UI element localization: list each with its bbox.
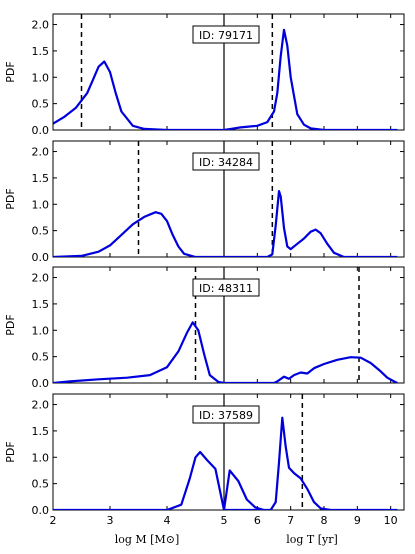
y-tick-label: 1.5 xyxy=(32,172,50,185)
id-label: ID: 34284 xyxy=(192,152,260,171)
y-tick-label: 0.0 xyxy=(32,377,50,390)
y-tick-label: 0.0 xyxy=(32,124,50,137)
age-pdf-curve xyxy=(224,416,398,510)
id-label: ID: 37589 xyxy=(192,405,260,424)
x-tick-label-mass: 4 xyxy=(164,514,171,527)
x-tick-label-age: 5 xyxy=(221,514,228,527)
x-tick-label-age: 8 xyxy=(321,514,328,527)
mass-pdf-curve xyxy=(53,211,224,257)
id-label-box xyxy=(192,152,260,171)
id-label-text: ID: 79171 xyxy=(199,29,253,42)
mass-pdf-curve xyxy=(53,450,265,510)
y-tick-label: 0.0 xyxy=(32,504,50,517)
id-label: ID: 48311 xyxy=(192,278,260,297)
panel-4: 0.0 0.5 1.0 1.5 2.0 PDF ID: 37589 xyxy=(4,393,405,517)
y-tick-label: 2.0 xyxy=(32,146,50,159)
age-pdf-curve xyxy=(224,356,398,383)
y-tick-label: 0.0 xyxy=(32,251,50,264)
panel-2: 0.0 0.5 1.0 1.5 2.0 PDF ID: 34284 xyxy=(4,140,405,264)
y-axis-label: PDF xyxy=(4,441,17,462)
y-axis-label: PDF xyxy=(4,314,17,335)
age-pdf-curve xyxy=(224,190,398,257)
x-tick-label-age: 9 xyxy=(354,514,361,527)
y-tick-label: 1.0 xyxy=(32,451,50,464)
y-tick-label: 1.5 xyxy=(32,425,50,438)
y-tick-label: 0.5 xyxy=(32,225,50,238)
x-tick-label-age: 10 xyxy=(384,514,398,527)
id-label-text: ID: 34284 xyxy=(199,156,253,169)
id-label-text: ID: 48311 xyxy=(199,282,253,295)
y-tick-label: 1.5 xyxy=(32,298,50,311)
x-tick-label-mass: 2 xyxy=(50,514,57,527)
x-tick-label-age: 7 xyxy=(287,514,294,527)
y-tick-label: 0.5 xyxy=(32,478,50,491)
y-axis-label: PDF xyxy=(4,188,17,209)
id-label-box xyxy=(192,25,260,44)
right-x-axis-label: log T [yr] xyxy=(286,533,338,546)
x-tick-label-age: 6 xyxy=(254,514,261,527)
age-pdf-curve xyxy=(223,28,398,130)
panel-1: 0.0 0.5 1.0 1.5 2.0 PDF ID: 79171 xyxy=(4,13,405,137)
y-tick-label: 2.0 xyxy=(32,399,50,412)
id-label-box xyxy=(192,278,260,297)
y-tick-label: 2.0 xyxy=(32,19,50,32)
x-tick-label-mass: 3 xyxy=(107,514,114,527)
y-tick-label: 2.0 xyxy=(32,272,50,285)
y-tick-label: 1.0 xyxy=(32,324,50,337)
y-tick-label: 0.5 xyxy=(32,351,50,364)
y-axis-label: PDF xyxy=(4,61,17,82)
panel-3: 0.0 0.5 1.0 1.5 2.0 PDF ID: 48311 xyxy=(4,266,405,390)
id-label-text: ID: 37589 xyxy=(199,409,253,422)
mass-pdf-curve xyxy=(53,321,225,383)
y-tick-label: 1.5 xyxy=(32,45,50,58)
y-tick-label: 1.0 xyxy=(32,198,50,211)
mass-pdf-curve xyxy=(53,60,224,130)
y-tick-label: 0.5 xyxy=(32,98,50,111)
left-x-axis-label: log M [M⊙] xyxy=(115,533,180,546)
y-tick-label: 1.0 xyxy=(32,71,50,84)
id-label: ID: 79171 xyxy=(192,25,260,44)
id-label-box xyxy=(192,405,260,424)
